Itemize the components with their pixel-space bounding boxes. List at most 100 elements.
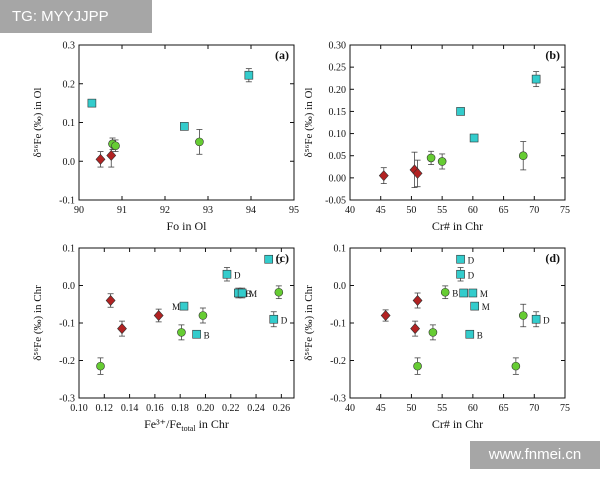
data-point-square xyxy=(237,288,247,298)
x-tick-label: 93 xyxy=(203,205,213,216)
data-point-circle xyxy=(428,328,438,337)
data-point-square xyxy=(531,74,541,84)
y-tick-label: 0.2 xyxy=(63,79,76,90)
y-tick-label: -0.3 xyxy=(59,394,75,405)
data-label: B xyxy=(477,330,483,340)
x-tick-label: 75 xyxy=(560,403,570,414)
data-point-circle xyxy=(413,361,422,371)
panel-label: (d) xyxy=(545,251,560,265)
data-point-diamond xyxy=(410,323,421,335)
x-tick-label: 70 xyxy=(529,205,539,216)
data-point-diamond xyxy=(153,310,164,321)
y-tick-label: -0.2 xyxy=(330,356,346,367)
y-tick-label: 0.30 xyxy=(329,41,347,52)
x-tick-label: 92 xyxy=(160,205,170,216)
x-tick-label: 75 xyxy=(560,205,570,216)
x-tick-label: 50 xyxy=(406,403,416,414)
x-tick-label: 0.26 xyxy=(273,403,291,414)
x-tick-label: 55 xyxy=(437,403,447,414)
data-point-diamond xyxy=(412,167,423,179)
data-point-circle xyxy=(195,137,204,147)
data-point-diamond xyxy=(95,153,106,165)
chart-panel-d: 40 45 50 55 60 65 70 75 -0.3 -0.2 -0.1 0.0 0.1 (d) Cr#… xyxy=(303,244,570,432)
data-label: B xyxy=(452,288,458,298)
data-point-diamond xyxy=(380,310,391,321)
data-point-square xyxy=(469,133,479,143)
data-point-square xyxy=(180,122,189,131)
panel-label: (b) xyxy=(545,48,560,62)
watermark-top-left: TG: MYYJJPP xyxy=(0,0,152,33)
data-point-square xyxy=(87,98,97,108)
data-point-diamond xyxy=(117,323,127,335)
x-tick-label: 70 xyxy=(529,403,539,414)
x-tick-label: 0.20 xyxy=(197,403,215,414)
x-axis-label: Cr# in Chr xyxy=(432,219,483,233)
x-tick-label: 90 xyxy=(74,205,84,216)
data-point-diamond xyxy=(106,149,117,161)
data-label: D xyxy=(281,315,288,325)
data-point-square xyxy=(465,329,475,339)
x-tick-label: 95 xyxy=(289,205,299,216)
y-tick-label: -0.1 xyxy=(59,319,75,330)
y-tick-label: 0.15 xyxy=(329,107,347,118)
data-point-circle xyxy=(426,153,436,163)
x-tick-label: 0.14 xyxy=(121,403,139,414)
plot-frame xyxy=(349,44,566,201)
y-tick-label: 0.0 xyxy=(334,281,347,292)
data-label: D xyxy=(468,270,475,280)
data-point-circle xyxy=(518,151,528,161)
data-point-circle xyxy=(198,311,208,320)
x-tick-label: 45 xyxy=(376,205,386,216)
data-point-circle xyxy=(518,311,528,320)
data-label: D xyxy=(234,270,241,280)
chart-panel-c: 0.10 0.12 0.14 0.16 0.18 0.20 0.22 0.24 0.26 -0.3… xyxy=(32,244,295,433)
x-tick-label: 91 xyxy=(117,205,127,216)
y-tick-label: -0.3 xyxy=(330,394,346,405)
data-point-square xyxy=(244,70,254,80)
data-label: M xyxy=(249,289,257,299)
data-point-square xyxy=(531,314,541,324)
data-point-diamond xyxy=(378,170,389,182)
plot-frame xyxy=(78,247,295,399)
x-tick-label: 94 xyxy=(246,205,256,216)
data-point-circle xyxy=(437,157,447,166)
y-tick-label: -0.2 xyxy=(59,356,75,367)
x-tick-label: 50 xyxy=(406,205,416,216)
y-tick-label: 0.20 xyxy=(329,85,347,96)
data-point-diamond xyxy=(105,295,116,306)
data-point-square xyxy=(269,314,279,324)
chart-panel-a: 90 91 92 93 94 95 -0.1 0.0 0.1 0.2 0.3 (a) Fo in Ol δ… xyxy=(32,41,299,234)
y-axis-label: δ⁵⁶Fe (‰) in Chr xyxy=(303,285,315,361)
data-label: D xyxy=(468,255,475,265)
x-tick-label: 45 xyxy=(376,403,386,414)
data-label: B xyxy=(204,330,210,340)
x-axis-label: Cr# in Chr xyxy=(432,417,483,431)
y-tick-label: 0.1 xyxy=(334,244,347,255)
x-tick-label: 60 xyxy=(468,205,478,216)
data-point-square xyxy=(459,288,468,298)
data-point-circle xyxy=(274,287,284,297)
data-point-square xyxy=(456,269,465,279)
data-point-square xyxy=(264,254,274,264)
y-tick-label: -0.1 xyxy=(330,319,346,330)
data-point-circle xyxy=(511,361,521,371)
y-tick-label: 0.1 xyxy=(63,244,76,255)
x-axis-label: Fo in Ol xyxy=(166,219,207,233)
data-label: M xyxy=(480,289,488,299)
data-point-square xyxy=(456,107,465,116)
y-tick-label: 0.10 xyxy=(329,129,347,140)
data-point-circle xyxy=(177,328,186,337)
x-tick-label: 40 xyxy=(345,403,355,414)
y-axis-label: δ⁵⁶Fe (‰) in Ol xyxy=(32,88,44,158)
data-label: M xyxy=(482,302,490,312)
x-axis-label: Fe³⁺/Fetotal in Chr xyxy=(144,417,229,433)
x-tick-label: 60 xyxy=(468,403,478,414)
panel-label: (a) xyxy=(275,48,289,62)
x-tick-label: 0.22 xyxy=(222,403,240,414)
chart-panel-b: 40 45 50 55 60 65 70 75 -0.05 0.00 0.05 0.10 0.15 0.2… xyxy=(303,41,570,234)
y-tick-label: 0.00 xyxy=(329,173,347,184)
data-point-square xyxy=(468,288,478,298)
y-tick-label: 0.0 xyxy=(63,281,76,292)
y-tick-label: 0.1 xyxy=(63,118,76,129)
data-point-square xyxy=(179,301,189,311)
